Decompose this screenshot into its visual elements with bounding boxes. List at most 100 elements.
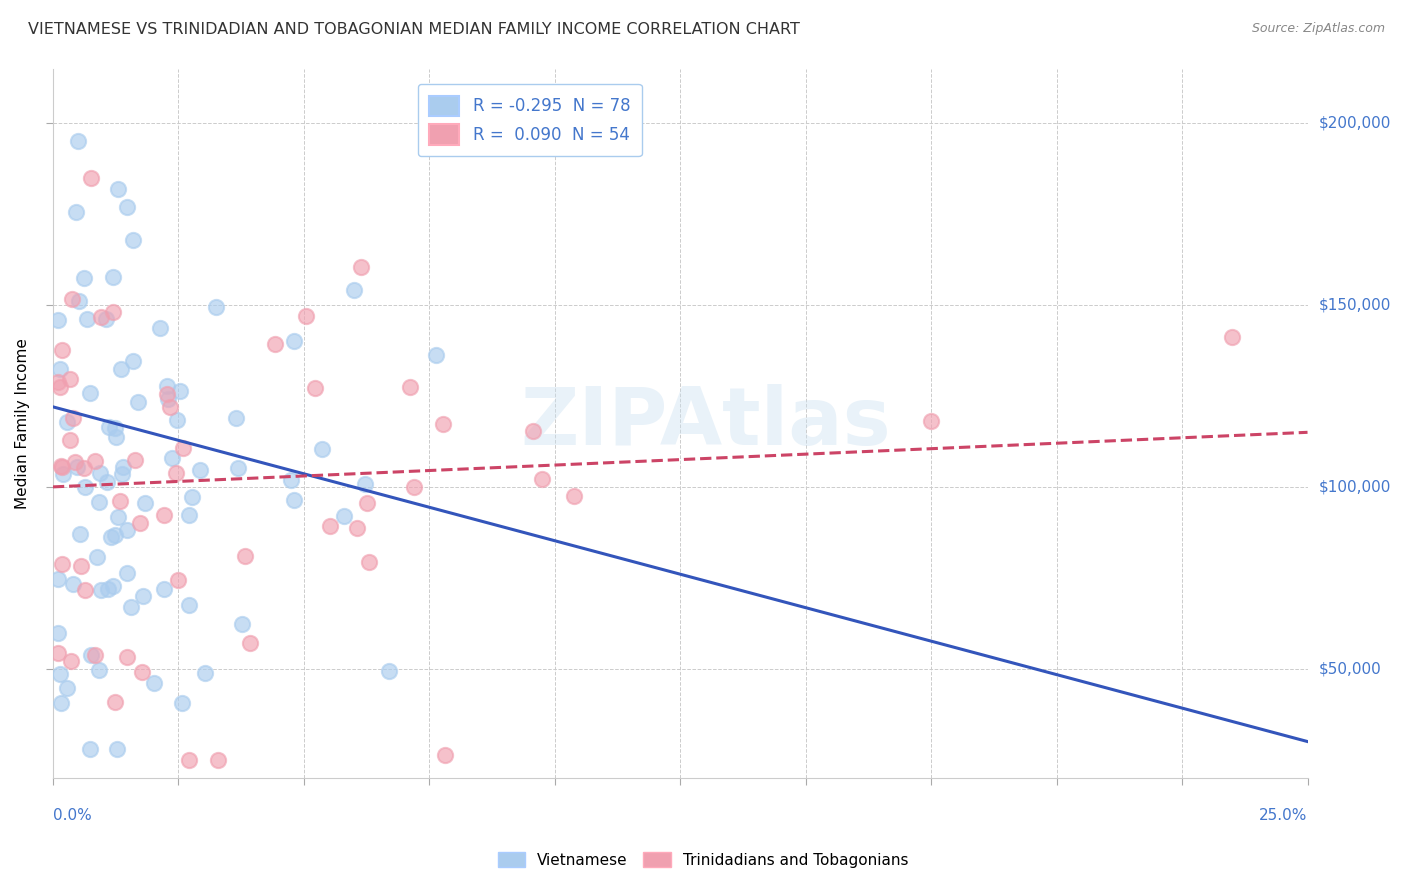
Point	[142, 676, 165, 690]
Point	[52, 467, 75, 482]
Point	[100, 530, 122, 544]
Point	[128, 516, 150, 530]
Point	[156, 387, 179, 401]
Point	[117, 566, 139, 580]
Point	[153, 508, 176, 523]
Point	[166, 573, 188, 587]
Point	[90, 310, 112, 325]
Point	[162, 451, 184, 466]
Point	[177, 508, 200, 522]
Point	[169, 384, 191, 398]
Point	[166, 413, 188, 427]
Point	[530, 472, 553, 486]
Point	[124, 452, 146, 467]
Point	[264, 337, 287, 351]
Point	[56, 416, 79, 430]
Point	[56, 681, 79, 695]
Point	[311, 442, 333, 456]
Point	[80, 648, 103, 662]
Point	[49, 362, 72, 376]
Text: ZIPAtlas: ZIPAtlas	[520, 384, 890, 462]
Point	[177, 753, 200, 767]
Point	[49, 667, 72, 681]
Point	[59, 372, 82, 386]
Point	[89, 466, 111, 480]
Point	[304, 381, 326, 395]
Point	[46, 626, 69, 640]
Point	[75, 480, 97, 494]
Point	[354, 477, 377, 491]
Point	[159, 400, 181, 414]
Point	[318, 519, 340, 533]
Point	[434, 748, 457, 763]
Point	[177, 598, 200, 612]
Point	[104, 420, 127, 434]
Point	[920, 414, 942, 428]
Point	[49, 380, 72, 394]
Text: 0.0%: 0.0%	[53, 808, 91, 823]
Point	[86, 549, 108, 564]
Point	[194, 665, 217, 680]
Point	[343, 283, 366, 297]
Point	[402, 480, 425, 494]
Text: $100,000: $100,000	[1319, 479, 1391, 494]
Point	[87, 663, 110, 677]
Point	[205, 300, 228, 314]
Point	[97, 582, 120, 596]
Point	[172, 441, 194, 455]
Point	[66, 134, 89, 148]
Point	[62, 577, 84, 591]
Point	[131, 665, 153, 679]
Point	[283, 334, 305, 348]
Point	[59, 654, 82, 668]
Point	[121, 353, 143, 368]
Point	[117, 523, 139, 537]
Point	[115, 650, 138, 665]
Text: $200,000: $200,000	[1319, 116, 1391, 130]
Point	[76, 312, 98, 326]
Point	[111, 460, 134, 475]
Point	[425, 348, 447, 362]
Point	[231, 616, 253, 631]
Point	[346, 521, 368, 535]
Point	[73, 583, 96, 598]
Point	[280, 473, 302, 487]
Point	[84, 453, 107, 467]
Point	[107, 181, 129, 195]
Point	[96, 311, 118, 326]
Point	[110, 362, 132, 376]
Point	[70, 559, 93, 574]
Text: $50,000: $50,000	[1319, 661, 1381, 676]
Point	[66, 459, 89, 474]
Point	[356, 495, 378, 509]
Point	[181, 490, 204, 504]
Text: VIETNAMESE VS TRINIDADIAN AND TOBAGONIAN MEDIAN FAMILY INCOME CORRELATION CHART: VIETNAMESE VS TRINIDADIAN AND TOBAGONIAN…	[28, 22, 800, 37]
Point	[378, 664, 401, 678]
Point	[46, 572, 69, 586]
Point	[225, 410, 247, 425]
Text: $150,000: $150,000	[1319, 298, 1391, 312]
Point	[46, 376, 69, 390]
Point	[132, 590, 155, 604]
Point	[97, 419, 120, 434]
Point	[46, 646, 69, 660]
Point	[562, 490, 585, 504]
Point	[73, 461, 96, 475]
Point	[207, 753, 229, 767]
Point	[89, 494, 111, 508]
Point	[103, 579, 125, 593]
Point	[104, 528, 127, 542]
Point	[79, 741, 101, 756]
Point	[233, 549, 256, 563]
Point	[399, 380, 422, 394]
Point	[67, 293, 90, 308]
Point	[90, 582, 112, 597]
Point	[69, 526, 91, 541]
Point	[432, 417, 454, 431]
Point	[96, 475, 118, 490]
Point	[51, 458, 73, 473]
Point	[134, 496, 156, 510]
Point	[239, 635, 262, 649]
Point	[120, 600, 142, 615]
Point	[59, 434, 82, 448]
